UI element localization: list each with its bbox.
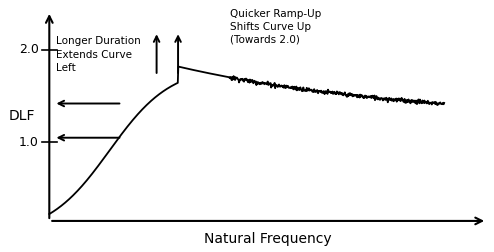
Text: DLF: DLF (8, 109, 35, 123)
Text: 1.0: 1.0 (19, 136, 39, 149)
Text: Natural Frequency: Natural Frequency (205, 232, 332, 246)
Text: 2.0: 2.0 (19, 43, 39, 56)
Text: Quicker Ramp-Up
Shifts Curve Up
(Towards 2.0): Quicker Ramp-Up Shifts Curve Up (Towards… (230, 9, 321, 45)
Text: Longer Duration
Extends Curve
Left: Longer Duration Extends Curve Left (56, 36, 140, 73)
